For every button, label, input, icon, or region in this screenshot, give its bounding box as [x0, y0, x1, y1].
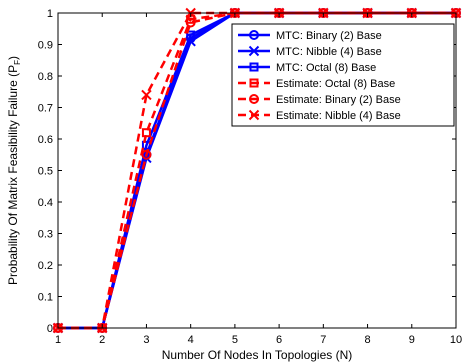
x-tick-label: 8: [364, 334, 370, 346]
y-axis-label: Probability Of Matrix Feasibility Failur…: [6, 56, 22, 285]
y-tick-label: 0.6: [38, 134, 53, 146]
y-axis-label-main: Probability Of Matrix Feasibility Failur…: [6, 65, 20, 285]
legend-label: MTC: Binary (2) Base: [276, 30, 382, 42]
x-tick-label: 6: [276, 334, 282, 346]
legend-item: MTC: Binary (2) Base: [238, 30, 382, 42]
legend-marker: [248, 45, 260, 57]
data-point: [141, 140, 151, 150]
legend-item: Estimate: Nibble (4) Base: [238, 109, 401, 122]
y-tick-label: 0.5: [38, 166, 53, 178]
x-tick-label: 4: [188, 334, 194, 346]
x-axis-label: Number Of Nodes In Topologies (N): [162, 348, 353, 362]
x-tick-label: 10: [450, 334, 462, 346]
x-tick-label: 9: [409, 334, 415, 346]
legend-marker: [249, 94, 259, 104]
data-point: [141, 89, 152, 101]
data-point: [141, 149, 152, 160]
y-tick-label: 0.1: [38, 292, 53, 304]
legend-item: Estimate: Binary (2) Base: [238, 94, 401, 106]
legend-box: [231, 23, 455, 127]
data-point: [186, 30, 196, 40]
x-tick-label: 1: [55, 334, 61, 346]
legend-label: MTC: Nibble (4) Base: [276, 46, 382, 58]
y-tick-label: 0.9: [38, 40, 53, 52]
data-point: [141, 128, 151, 138]
y-axis-label-subscript: F: [13, 60, 22, 65]
y-axis-label-tail: ): [6, 56, 20, 60]
legend-marker: [249, 30, 259, 40]
axis-ticks: 1 2 3 4 5 6 7 8 9 10 0 0.1 0.2 0.3 0.4 0.5 0.6 0.7 0.8 0.9 1: [38, 8, 462, 346]
y-tick-label: 0.8: [38, 71, 53, 83]
legend-item: Estimate: Octal (8) Base: [238, 78, 395, 90]
legend-marker: [249, 78, 259, 88]
x-tick-label: 5: [232, 334, 238, 346]
y-tick-label: 0.4: [38, 197, 53, 209]
y-tick-label: 0.7: [38, 103, 53, 115]
y-tick-label: 1: [47, 8, 53, 20]
legend: MTC: Binary (2) Base MTC: Nibble (4) Base…: [231, 23, 455, 127]
legend-item: MTC: Nibble (4) Base: [238, 45, 382, 58]
legend-label: Estimate: Octal (8) Base: [276, 78, 395, 90]
legend-marker: [249, 62, 259, 72]
legend-label: MTC: Octal (8) Base: [276, 62, 376, 74]
legend-label: Estimate: Binary (2) Base: [276, 94, 401, 106]
legend-marker: [248, 109, 260, 121]
x-tick-label: 3: [143, 334, 149, 346]
y-tick-label: 0: [47, 323, 53, 335]
legend-item: MTC: Octal (8) Base: [238, 62, 376, 74]
legend-label: Estimate: Nibble (4) Base: [276, 110, 401, 122]
y-tick-label: 0.3: [38, 229, 53, 241]
y-tick-label: 0.2: [38, 260, 53, 272]
x-tick-label: 2: [99, 334, 105, 346]
x-tick-label: 7: [320, 334, 326, 346]
